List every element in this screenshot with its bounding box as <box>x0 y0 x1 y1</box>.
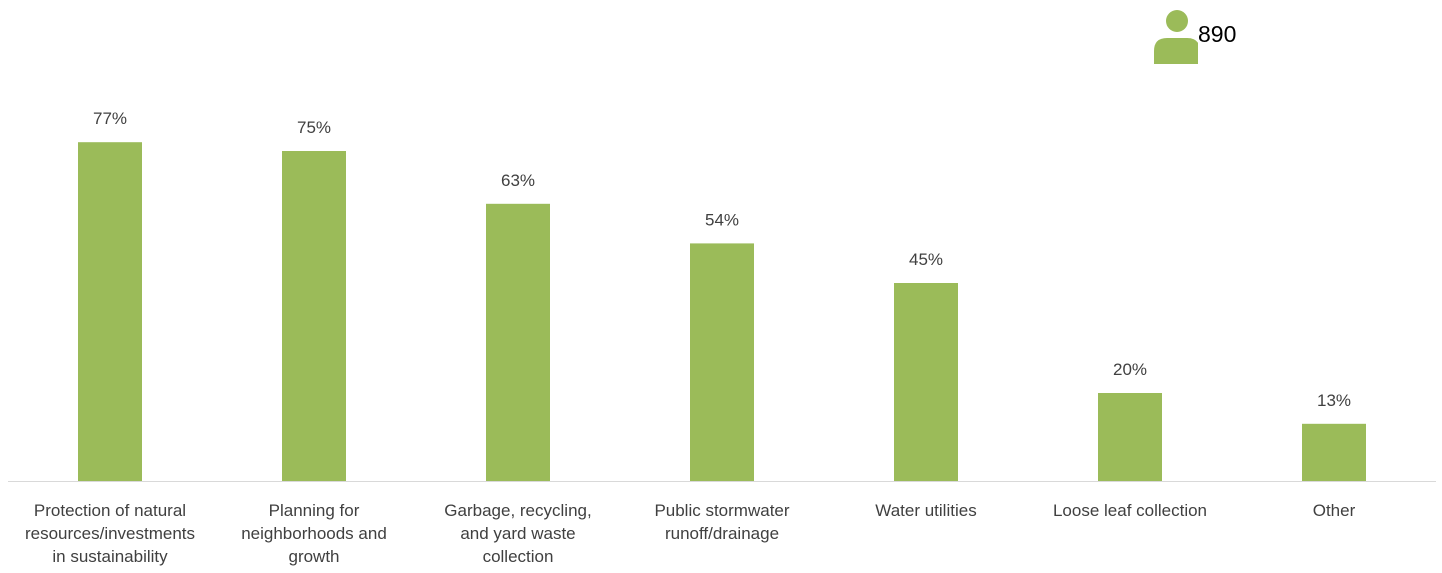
category-label-line: Water utilities <box>875 501 977 520</box>
bar <box>894 283 958 481</box>
bar <box>1098 393 1162 481</box>
category-label-line: neighborhoods and <box>241 524 387 543</box>
category-label-line: in sustainability <box>52 547 168 566</box>
bar <box>78 142 142 481</box>
category-label-line: resources/investments <box>24 524 196 543</box>
category-label-line: and yard waste <box>460 524 576 543</box>
category-label: Water utilities <box>816 499 1036 522</box>
category-label-line: Planning for <box>268 501 360 520</box>
category-label-line: collection <box>482 547 554 566</box>
bar <box>690 243 754 481</box>
respondent-count-value: 890 <box>1198 21 1237 47</box>
category-label: Other <box>1224 499 1442 522</box>
category-label-line: runoff/drainage <box>664 524 780 543</box>
data-label: 20% <box>1113 360 1147 379</box>
data-label: 45% <box>909 250 943 269</box>
category-label: Garbage, recycling, and yard waste collect… <box>408 499 628 568</box>
category-label: Protection of natural resources/investmen… <box>0 499 220 568</box>
category-label-line: Other <box>1312 501 1356 520</box>
category-label-line: Loose leaf collection <box>1052 501 1208 520</box>
data-label: 63% <box>501 171 535 190</box>
category-label-line: Protection of natural <box>33 501 187 520</box>
data-label: 54% <box>705 210 739 229</box>
category-label-line: Garbage, recycling, <box>444 501 592 520</box>
category-label-line: growth <box>288 547 340 566</box>
data-label: 77% <box>93 109 127 128</box>
respondent-count-badge: 890 <box>1152 8 1272 66</box>
bar <box>486 203 550 482</box>
category-label: Planning for neighborhoods and growth <box>204 499 424 568</box>
data-label: 13% <box>1317 391 1351 410</box>
bar <box>1302 423 1366 481</box>
person-icon <box>1154 10 1198 64</box>
category-label-line: Public stormwater <box>654 501 790 520</box>
category-label: Loose leaf collection <box>1020 499 1240 522</box>
data-label: 75% <box>297 118 331 137</box>
bar <box>282 151 346 481</box>
category-label: Public stormwater runoff/drainage <box>612 499 832 545</box>
